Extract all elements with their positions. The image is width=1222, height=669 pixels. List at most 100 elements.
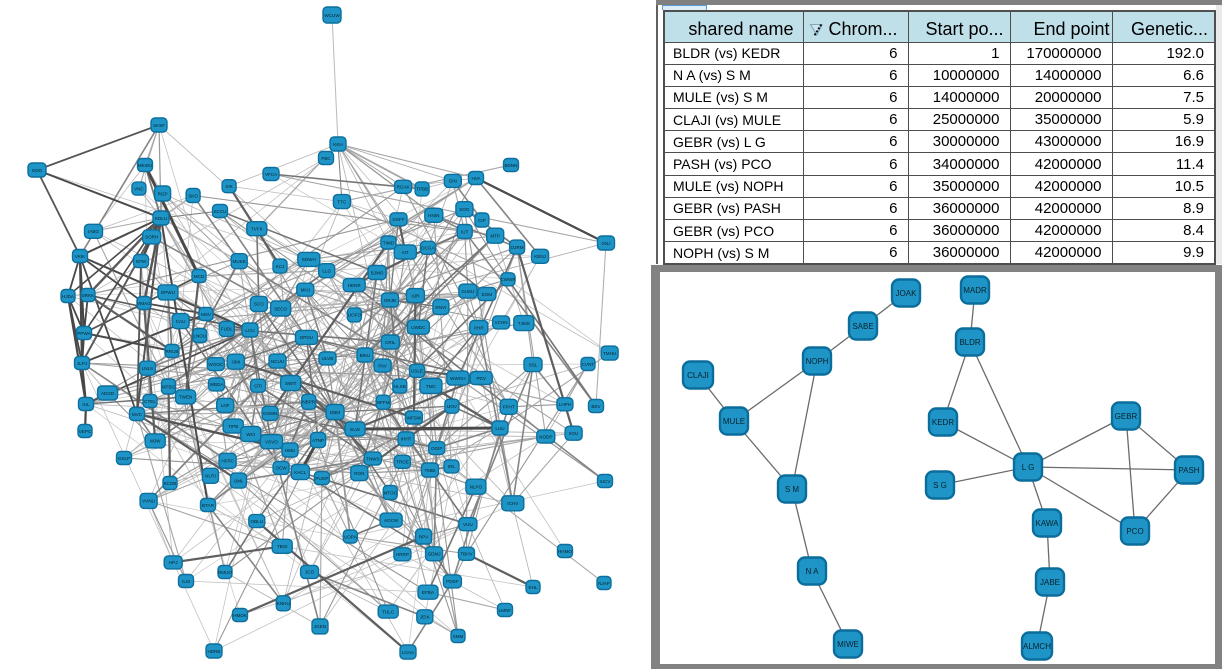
svg-text:JABE: JABE bbox=[1040, 578, 1060, 587]
svg-text:PUGP: PUGP bbox=[315, 476, 328, 481]
svg-text:MIWE: MIWE bbox=[837, 640, 859, 649]
svg-text:IUL: IUL bbox=[82, 402, 90, 407]
svg-text:GOMN: GOMN bbox=[263, 411, 277, 416]
svg-text:LUU: LUU bbox=[495, 426, 504, 431]
svg-text:KAWA: KAWA bbox=[1036, 519, 1060, 528]
svg-text:NODP: NODP bbox=[539, 434, 552, 439]
svg-text:IJML: IJML bbox=[234, 478, 244, 483]
svg-text:EGM: EGM bbox=[482, 292, 493, 297]
svg-text:LHPH: LHPH bbox=[559, 402, 571, 407]
svg-text:WOOC: WOOC bbox=[208, 362, 223, 367]
svg-text:NJAP: NJAP bbox=[598, 581, 610, 586]
svg-text:MJW: MJW bbox=[150, 439, 161, 444]
svg-text:LNF: LNF bbox=[221, 403, 230, 408]
svg-text:KBNJ: KBNJ bbox=[534, 254, 546, 259]
svg-text:FBC: FBC bbox=[321, 156, 331, 161]
svg-text:MVC: MVC bbox=[132, 412, 143, 417]
svg-text:TNWS: TNWS bbox=[366, 456, 380, 461]
svg-text:KCJ: KCJ bbox=[276, 264, 285, 269]
svg-text:SKSF: SKSF bbox=[153, 123, 165, 128]
svg-text:HLSB: HLSB bbox=[394, 384, 406, 389]
svg-text:MUKE: MUKE bbox=[233, 259, 246, 264]
svg-text:IABG: IABG bbox=[88, 229, 99, 234]
svg-text:NUTI: NUTI bbox=[205, 474, 216, 479]
svg-text:DPWU: DPWU bbox=[161, 290, 175, 295]
svg-text:IUT: IUT bbox=[461, 229, 469, 234]
svg-text:SDWH: SDWH bbox=[302, 257, 316, 262]
svg-text:NLPO: NLPO bbox=[470, 485, 483, 490]
svg-text:FUDL: FUDL bbox=[221, 327, 233, 332]
svg-text:TMBI: TMBI bbox=[425, 468, 436, 473]
svg-text:UOPA: UOPA bbox=[344, 534, 358, 539]
svg-text:ILM: ILM bbox=[182, 579, 190, 584]
svg-text:RPV: RPV bbox=[419, 534, 429, 539]
svg-text:TROE: TROE bbox=[396, 460, 409, 465]
svg-text:KEDR: KEDR bbox=[932, 418, 954, 427]
svg-text:NBPR: NBPR bbox=[302, 400, 315, 405]
svg-text:HPJ: HPJ bbox=[169, 560, 178, 565]
svg-text:RNVI: RNVI bbox=[435, 305, 446, 310]
svg-text:SCCU: SCCU bbox=[213, 209, 226, 214]
svg-text:CTEL: CTEL bbox=[144, 399, 156, 404]
svg-text:HMDK: HMDK bbox=[233, 613, 247, 618]
svg-text:MCD: MCD bbox=[194, 274, 205, 279]
svg-text:PAV: PAV bbox=[378, 363, 387, 368]
svg-text:KACL: KACL bbox=[294, 470, 306, 475]
svg-text:TIPB: TIPB bbox=[228, 424, 238, 429]
svg-text:MHJ: MHJ bbox=[301, 288, 310, 293]
svg-text:VFCA: VFCA bbox=[265, 172, 278, 177]
svg-text:PCO: PCO bbox=[1126, 527, 1143, 536]
svg-text:NFFM: NFFM bbox=[377, 400, 390, 405]
svg-text:CLAJI: CLAJI bbox=[687, 371, 709, 380]
svg-text:NOPH: NOPH bbox=[805, 357, 828, 366]
svg-text:VNC: VNC bbox=[134, 186, 144, 191]
svg-text:OCW: OCW bbox=[275, 466, 287, 471]
svg-text:TULC: TULC bbox=[382, 609, 395, 614]
svg-text:MTOC: MTOC bbox=[383, 490, 397, 495]
svg-text:DPDU: DPDU bbox=[300, 335, 313, 340]
svg-text:LMNF: LMNF bbox=[499, 608, 512, 613]
svg-text:MKWU: MKWU bbox=[138, 163, 153, 168]
svg-text:GUMJ: GUMJ bbox=[461, 289, 474, 294]
svg-text:TWEN: TWEN bbox=[179, 395, 193, 400]
svg-text:TTC: TTC bbox=[337, 199, 347, 204]
svg-text:UOFO: UOFO bbox=[348, 313, 362, 318]
svg-text:LNOU: LNOU bbox=[193, 333, 206, 338]
svg-text:PPWA: PPWA bbox=[77, 331, 91, 336]
svg-text:VEPC: VEPC bbox=[79, 429, 92, 434]
svg-text:IJOV: IJOV bbox=[447, 404, 458, 409]
svg-text:VSVO: VSVO bbox=[265, 440, 278, 445]
svg-text:SOO: SOO bbox=[459, 207, 470, 212]
svg-text:MULE: MULE bbox=[723, 417, 745, 426]
svg-text:N A: N A bbox=[806, 567, 820, 576]
svg-text:SECO: SECO bbox=[274, 306, 287, 311]
svg-text:ORJB: ORJB bbox=[384, 298, 396, 303]
svg-text:RMUO: RMUO bbox=[218, 570, 232, 575]
svg-text:KNHU: KNHU bbox=[277, 601, 290, 606]
svg-text:WFSW: WFSW bbox=[407, 415, 422, 420]
svg-text:SSL: SSL bbox=[529, 362, 538, 367]
svg-text:HVA: HVA bbox=[471, 176, 481, 181]
svg-text:RON: RON bbox=[354, 471, 364, 476]
svg-text:IUCV: IUCV bbox=[600, 479, 612, 484]
svg-text:WBDA: WBDA bbox=[210, 382, 225, 387]
svg-text:JGEN: JGEN bbox=[314, 624, 326, 629]
svg-text:OBLU: OBLU bbox=[251, 519, 264, 524]
svg-text:ADGD: ADGD bbox=[101, 391, 115, 396]
svg-text:LGAA: LGAA bbox=[402, 650, 415, 655]
svg-text:WCI: WCI bbox=[246, 432, 255, 437]
svg-text:JOAK: JOAK bbox=[896, 289, 918, 298]
svg-text:SCO: SCO bbox=[254, 302, 264, 307]
svg-text:TBHV: TBHV bbox=[460, 552, 473, 557]
svg-text:TMC: TMC bbox=[426, 384, 437, 389]
svg-text:BLDR: BLDR bbox=[959, 338, 981, 347]
svg-text:BDNN: BDNN bbox=[504, 163, 517, 168]
svg-text:EHL: EHL bbox=[529, 585, 538, 590]
svg-text:HNIN: HNIN bbox=[428, 213, 439, 218]
svg-text:ELW: ELW bbox=[350, 427, 360, 432]
svg-text:RGP: RGP bbox=[158, 191, 168, 196]
svg-text:TVFK: TVFK bbox=[251, 227, 264, 232]
svg-text:IHHT: IHHT bbox=[401, 437, 412, 442]
svg-text:HHMO: HHMO bbox=[558, 549, 572, 554]
svg-text:SABE: SABE bbox=[852, 322, 873, 331]
